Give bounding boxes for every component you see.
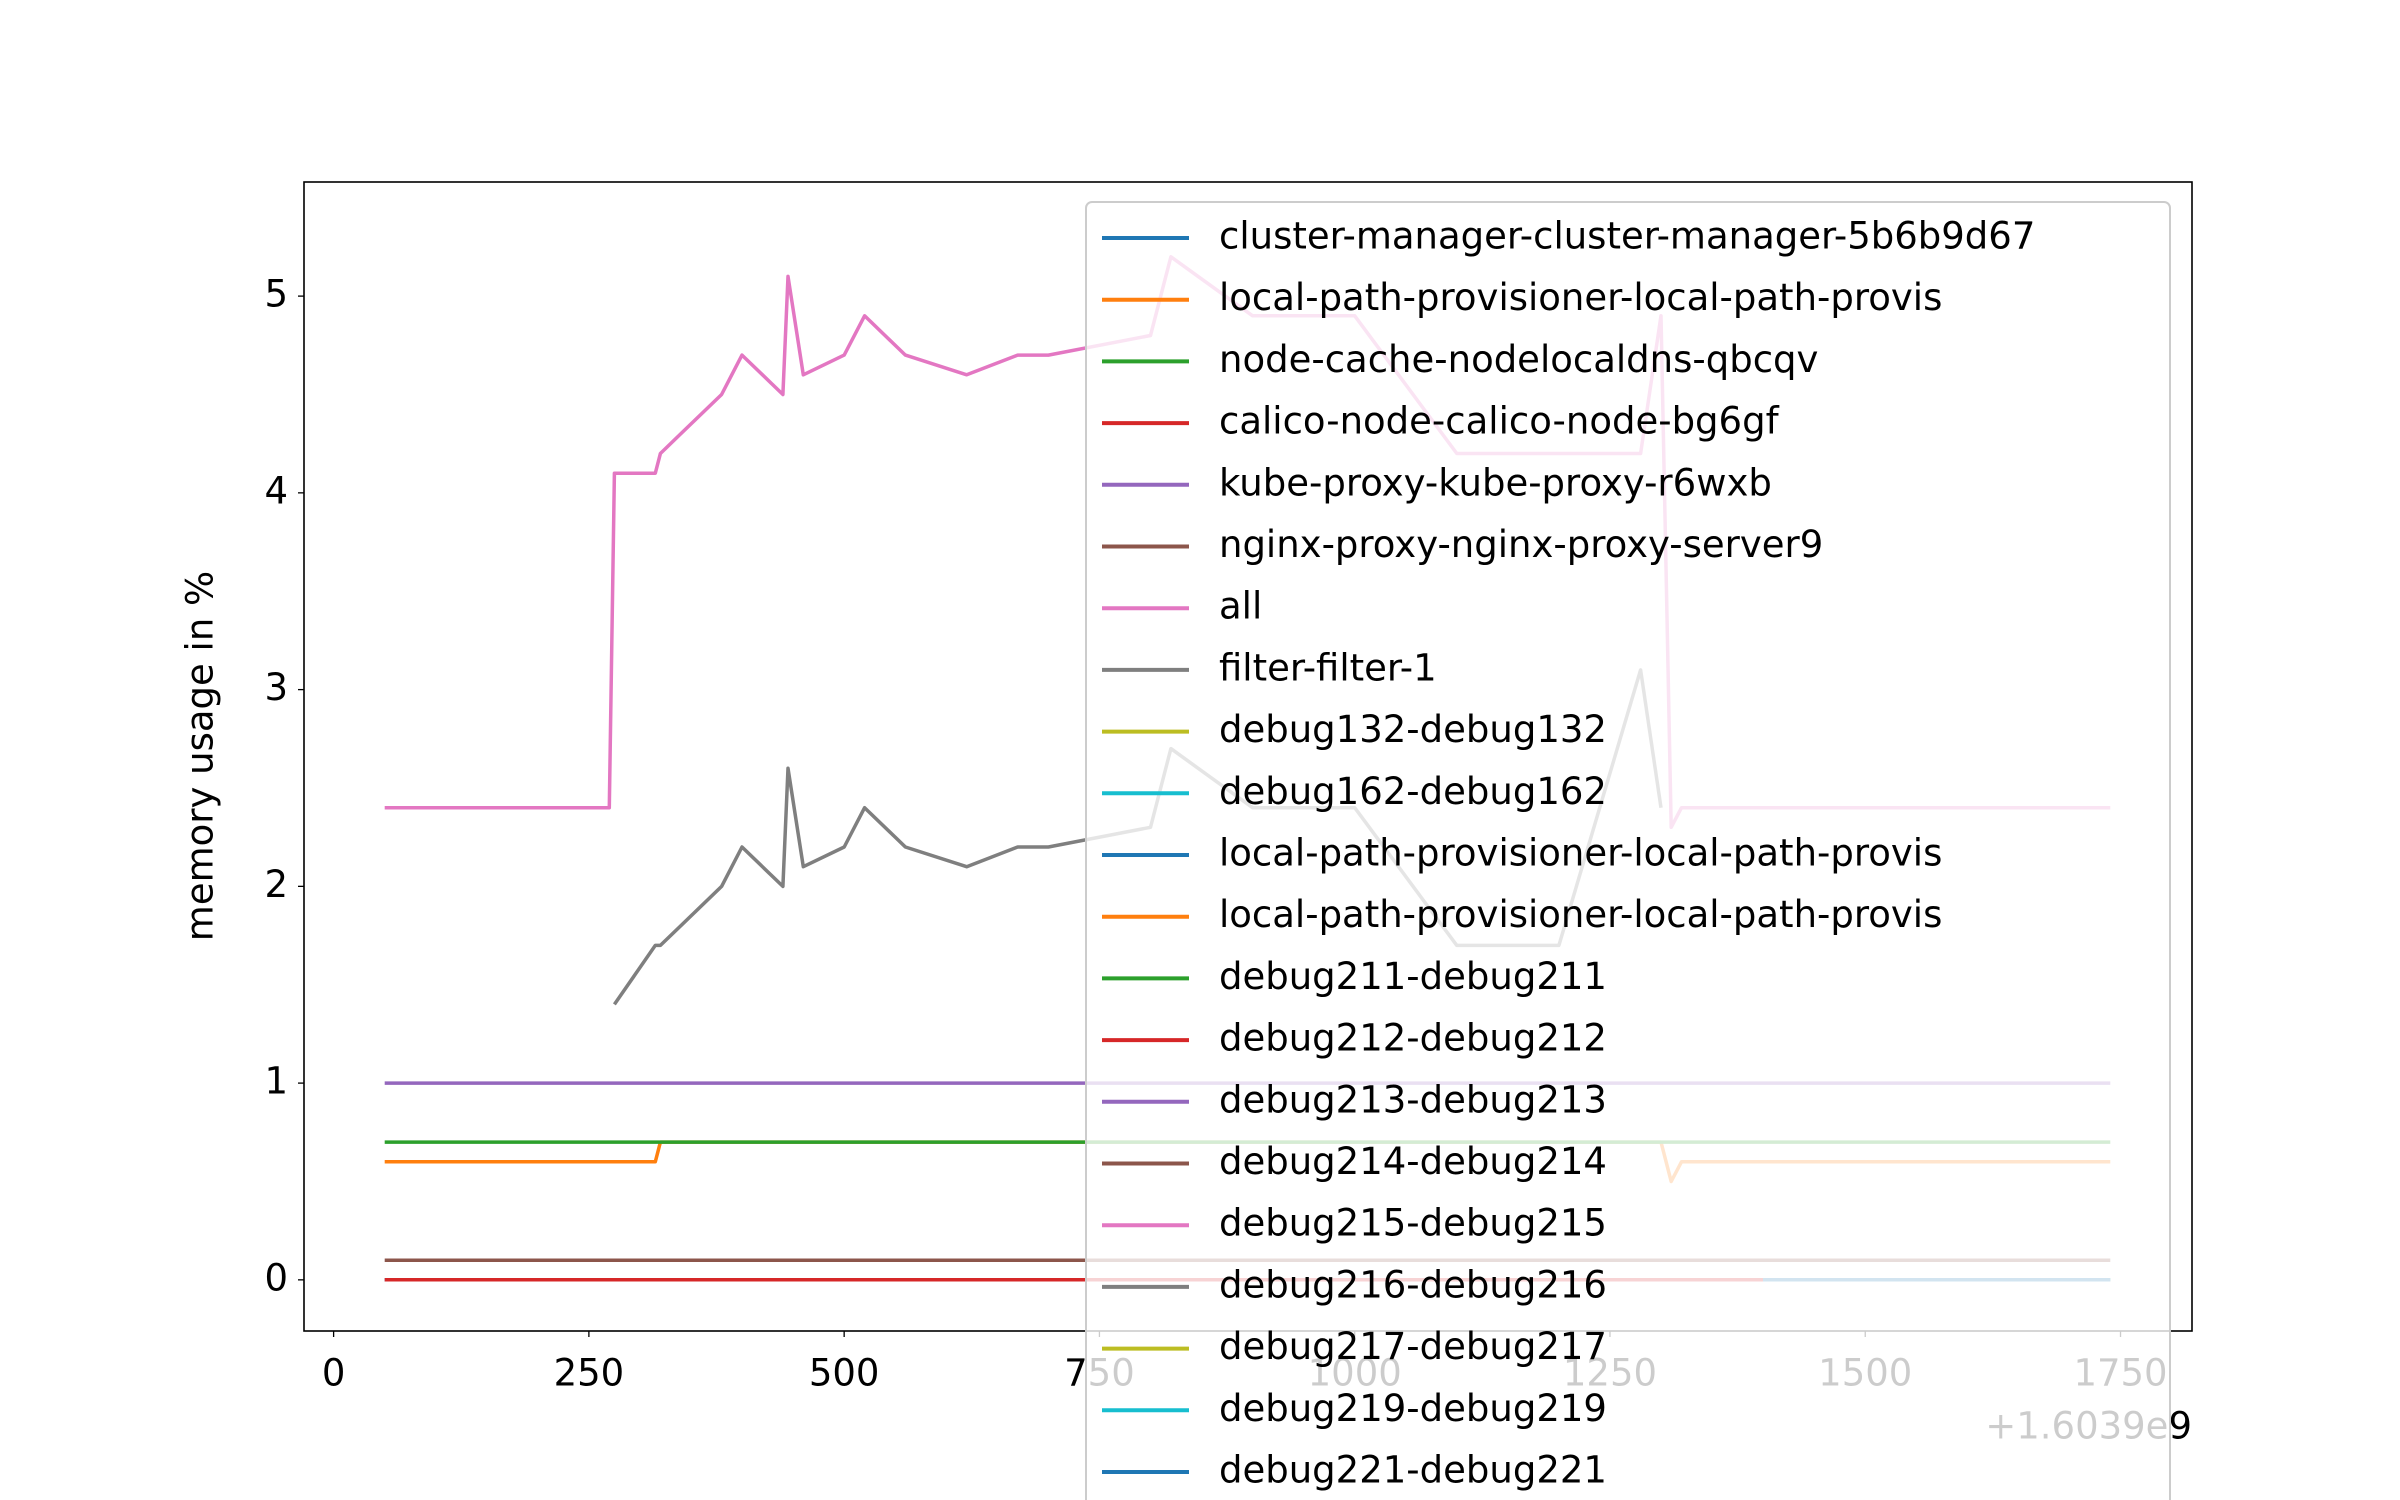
legend-label: debug211-debug211 bbox=[1219, 955, 1607, 998]
legend-label: debug219-debug219 bbox=[1219, 1387, 1607, 1430]
legend-label: kube-proxy-kube-proxy-r6wxb bbox=[1219, 461, 1772, 504]
legend-label: debug217-debug217 bbox=[1219, 1325, 1607, 1368]
y-tick-label: 4 bbox=[264, 469, 288, 512]
legend-label: node-cache-nodelocaldns-qbcqv bbox=[1219, 338, 1818, 381]
y-tick-label: 2 bbox=[264, 863, 288, 906]
legend-label: local-path-provisioner-local-path-provis bbox=[1219, 832, 1942, 875]
legend-label: filter-filter-1 bbox=[1219, 646, 1437, 689]
legend-label: debug221-debug221 bbox=[1219, 1449, 1607, 1492]
legend-label: local-path-provisioner-local-path-provis bbox=[1219, 276, 1942, 319]
y-tick-label: 0 bbox=[264, 1256, 288, 1299]
legend-label: debug212-debug212 bbox=[1219, 1017, 1607, 1060]
legend-label: all bbox=[1219, 585, 1262, 628]
legend-label: debug162-debug162 bbox=[1219, 770, 1607, 813]
y-tick-label: 1 bbox=[264, 1060, 288, 1103]
x-tick-label: 500 bbox=[809, 1352, 880, 1395]
legend-label: nginx-proxy-nginx-proxy-server9 bbox=[1219, 523, 1823, 566]
x-tick-label: 0 bbox=[322, 1352, 346, 1395]
legend-label: debug216-debug216 bbox=[1219, 1263, 1607, 1306]
legend: cluster-manager-cluster-manager-5b6b9d67… bbox=[1085, 201, 2171, 1500]
y-tick-label: 5 bbox=[264, 273, 288, 316]
x-tick-label: 250 bbox=[554, 1352, 625, 1395]
y-tick-label: 3 bbox=[264, 666, 288, 709]
legend-label: debug213-debug213 bbox=[1219, 1078, 1607, 1121]
legend-box bbox=[1085, 201, 2171, 1500]
legend-label: local-path-provisioner-local-path-provis bbox=[1219, 893, 1942, 936]
legend-label: calico-node-calico-node-bg6gf bbox=[1219, 400, 1780, 443]
legend-label: cluster-manager-cluster-manager-5b6b9d67 bbox=[1219, 215, 2035, 258]
legend-label: debug215-debug215 bbox=[1219, 1202, 1607, 1245]
legend-label: debug132-debug132 bbox=[1219, 708, 1607, 751]
legend-label: debug214-debug214 bbox=[1219, 1140, 1607, 1183]
y-axis-label: memory usage in % bbox=[179, 571, 222, 941]
